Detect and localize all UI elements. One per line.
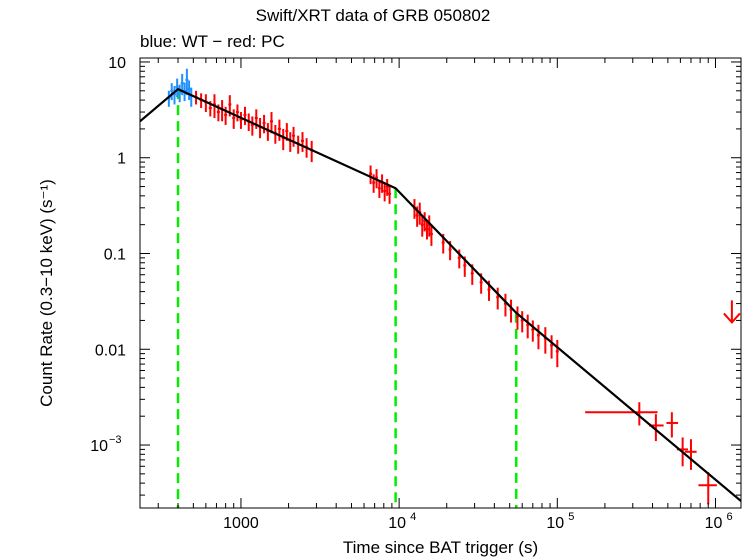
y-tick-label: 10 (90, 438, 108, 455)
model-fit-line (140, 87, 741, 502)
upper-limit-arrowhead (723, 312, 741, 324)
x-tick-exponent: 4 (410, 511, 416, 523)
y-tick-label: 0.1 (104, 246, 126, 263)
chart-title: Swift/XRT data of GRB 050802 (255, 6, 491, 25)
y-tick-label: 0.01 (95, 342, 126, 359)
x-tick-label: 10 (546, 515, 564, 532)
y-tick-exponent: −3 (109, 434, 122, 446)
y-axis-label: Count Rate (0.3−10 keV) (s⁻¹) (37, 179, 56, 407)
x-axis-label: Time since BAT trigger (s) (343, 538, 538, 557)
x-tick-label: 1000 (223, 515, 259, 532)
plot-area (140, 68, 741, 508)
y-tick-label: 10 (108, 55, 126, 72)
y-tick-label: 1 (117, 151, 126, 168)
plot-frame (139, 57, 742, 509)
x-tick-exponent: 5 (568, 511, 574, 523)
chart-subtitle: blue: WT − red: PC (140, 32, 285, 51)
x-tick-exponent: 6 (726, 511, 732, 523)
x-tick-label: 10 (388, 515, 406, 532)
x-tick-label: 10 (705, 515, 723, 532)
